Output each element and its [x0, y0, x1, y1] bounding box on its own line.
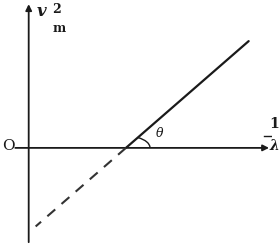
Text: v: v — [37, 3, 46, 20]
Text: O: O — [2, 139, 15, 153]
Text: θ: θ — [156, 127, 164, 140]
Text: 2: 2 — [52, 3, 60, 16]
Text: m: m — [53, 22, 66, 35]
Text: λ: λ — [269, 139, 279, 153]
Text: 1: 1 — [269, 118, 279, 132]
